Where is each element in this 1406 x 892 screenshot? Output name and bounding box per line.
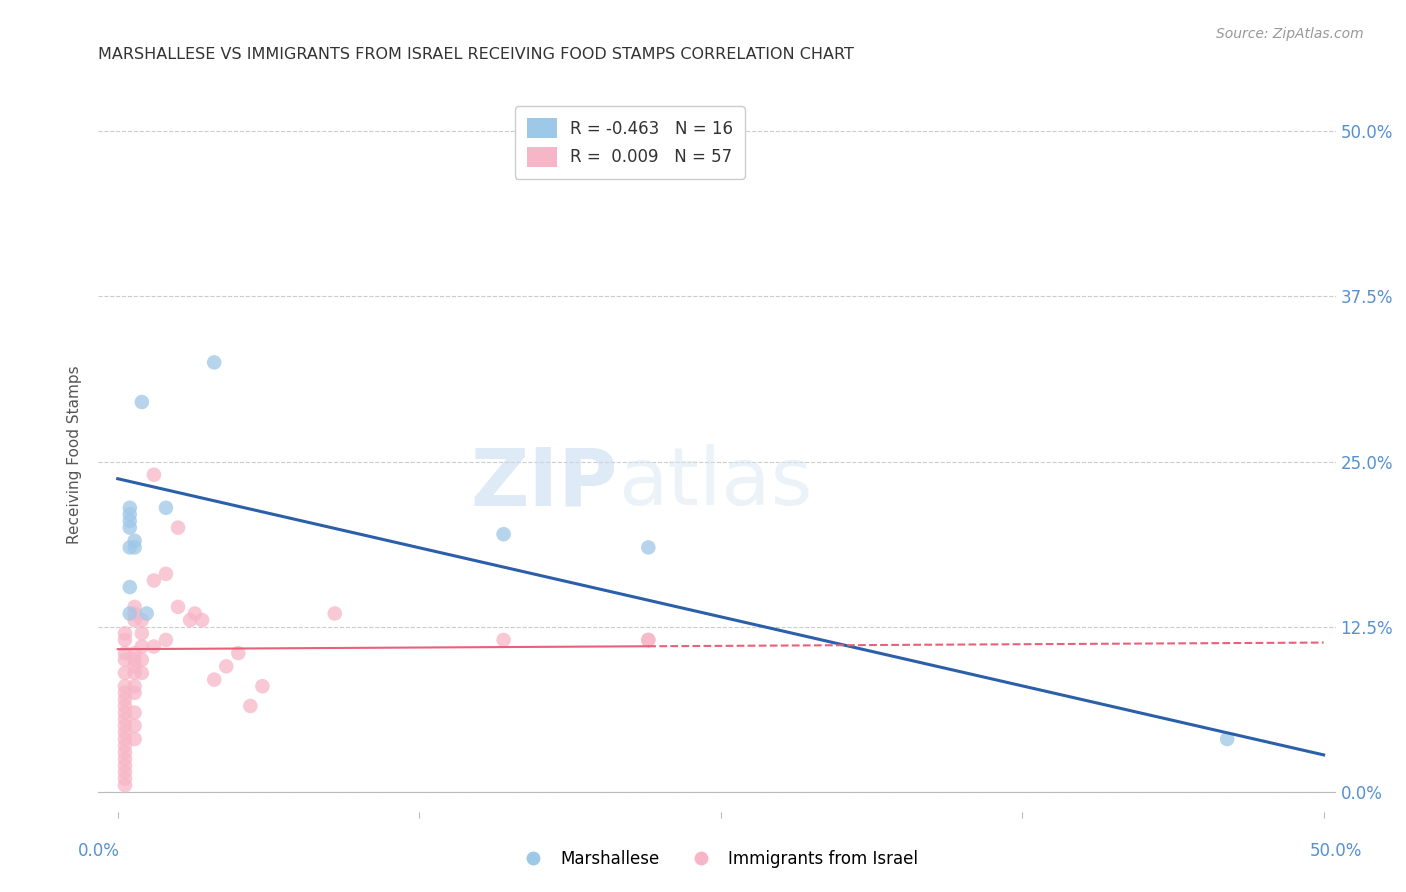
Point [179,613,201,627]
Point [124,659,146,673]
Point [124,719,146,733]
Point [135,607,157,621]
Point [124,686,146,700]
Point [131,626,153,640]
Text: atlas: atlas [619,444,813,523]
Point [114,706,136,720]
Point [114,632,136,647]
Point [114,626,136,640]
Point [191,613,214,627]
Point [167,520,190,534]
Point [142,640,165,654]
Point [114,665,136,680]
Point [114,752,136,766]
Point [492,632,515,647]
Point [124,646,146,660]
Point [114,732,136,747]
Point [167,599,190,614]
Point [124,706,146,720]
Legend: Marshallese, Immigrants from Israel: Marshallese, Immigrants from Israel [510,844,924,875]
Point [252,679,274,693]
Point [114,698,136,713]
Point [114,719,136,733]
Point [323,607,346,621]
Point [155,500,177,515]
Point [124,679,146,693]
Point [131,665,153,680]
Point [124,599,146,614]
Point [118,514,141,528]
Point [131,395,153,409]
Point [202,673,225,687]
Point [114,725,136,739]
Text: ZIP: ZIP [471,444,619,523]
Point [131,653,153,667]
Point [1216,732,1239,747]
Point [124,607,146,621]
Text: 50.0%: 50.0% [1309,842,1362,860]
Point [114,739,136,753]
Point [118,500,141,515]
Point [239,698,262,713]
Point [114,758,136,772]
Point [124,732,146,747]
Point [215,659,238,673]
Point [114,653,136,667]
Point [124,613,146,627]
Point [637,632,659,647]
Point [114,778,136,792]
Point [114,712,136,726]
Point [124,533,146,548]
Point [114,765,136,780]
Point [492,527,515,541]
Point [118,607,141,621]
Point [131,640,153,654]
Text: 0.0%: 0.0% [77,842,120,860]
Point [114,679,136,693]
Point [118,580,141,594]
Point [114,692,136,706]
Point [124,541,146,555]
Point [118,520,141,534]
Point [131,613,153,627]
Point [155,632,177,647]
Point [114,646,136,660]
Point [184,607,207,621]
Text: MARSHALLESE VS IMMIGRANTS FROM ISRAEL RECEIVING FOOD STAMPS CORRELATION CHART: MARSHALLESE VS IMMIGRANTS FROM ISRAEL RE… [98,47,855,62]
Point [114,686,136,700]
Point [114,772,136,786]
Point [142,574,165,588]
Point [155,566,177,581]
Point [124,665,146,680]
Point [226,646,249,660]
Point [118,541,141,555]
Point [637,632,659,647]
Y-axis label: Receiving Food Stamps: Receiving Food Stamps [67,366,83,544]
Point [202,355,225,369]
Point [114,745,136,759]
Point [124,653,146,667]
Point [142,467,165,482]
Point [118,508,141,522]
Text: Source: ZipAtlas.com: Source: ZipAtlas.com [1216,27,1364,41]
Point [637,541,659,555]
